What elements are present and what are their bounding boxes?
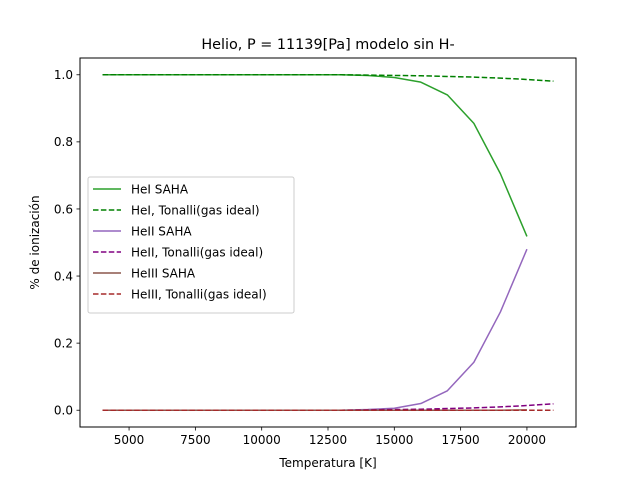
y-axis-label: % de ionización	[28, 195, 42, 289]
legend-label-2: HeI, Tonalli(gas ideal)	[131, 203, 260, 217]
x-tick-label: 7500	[180, 433, 211, 447]
y-tick-label: 1.0	[54, 68, 73, 82]
y-tick-label: 0.0	[54, 404, 73, 418]
y-tick-label: 0.8	[54, 135, 73, 149]
x-tick-label: 20000	[508, 433, 546, 447]
legend-label-6: HeIII, Tonalli(gas ideal)	[131, 287, 267, 301]
y-tick-label: 0.6	[54, 202, 73, 216]
legend-label-1: HeI SAHA	[131, 182, 189, 196]
legend-label-3: HeII SAHA	[131, 224, 192, 238]
x-tick-label: 15000	[375, 433, 413, 447]
legend-label-4: HeII, Tonalli(gas ideal)	[131, 245, 263, 259]
x-tick-label: 12500	[309, 433, 347, 447]
y-tick-label: 0.2	[54, 336, 73, 350]
x-tick-label: 5000	[114, 433, 145, 447]
chart-title: Helio, P = 11139[Pa] modelo sin H-	[201, 37, 454, 53]
x-tick-label: 17500	[442, 433, 480, 447]
legend: HeI SAHA HeI, Tonalli(gas ideal) HeII SAHA…	[88, 177, 294, 313]
y-tick-label: 0.4	[54, 269, 73, 283]
x-tick-label: 10000	[243, 433, 281, 447]
legend-label-5: HeIII SAHA	[131, 266, 196, 280]
x-axis-label: Temperatura [K]	[278, 456, 376, 470]
